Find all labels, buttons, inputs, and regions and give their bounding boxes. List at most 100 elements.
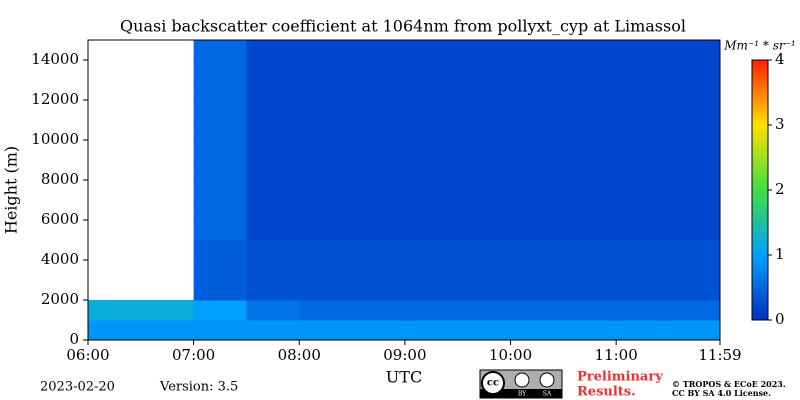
heatmap-cell xyxy=(668,100,720,121)
heatmap-cell xyxy=(563,100,617,121)
plot-frame xyxy=(87,39,721,341)
heatmap-cell xyxy=(352,140,406,161)
heatmap-cell xyxy=(616,80,670,101)
heatmap-cell xyxy=(616,200,670,221)
heatmap-cell xyxy=(616,180,670,201)
heatmap-cell xyxy=(246,160,300,181)
colorbar-tick-label: 3 xyxy=(775,115,785,133)
heatmap-cell xyxy=(299,180,353,201)
heatmap-cell xyxy=(616,60,670,81)
heatmap-cell xyxy=(193,160,247,181)
heatmap-cell xyxy=(404,300,459,321)
heatmap-cell xyxy=(616,280,670,301)
heatmap-cell xyxy=(668,240,720,261)
heatmap-cell xyxy=(457,200,512,221)
badge-by: BY xyxy=(518,391,527,398)
heatmap-cell xyxy=(193,120,247,141)
heatmap-cell xyxy=(668,320,720,340)
heatmap-cell xyxy=(246,260,300,281)
heatmap-cell xyxy=(246,180,300,201)
heatmap-cell xyxy=(404,40,459,61)
y-tick-label: 0 xyxy=(69,330,79,348)
heatmap-cell xyxy=(140,320,195,340)
heatmap-cell xyxy=(668,220,720,241)
colorbar-tick-label: 4 xyxy=(775,50,785,68)
heatmap-cell xyxy=(246,280,300,301)
heatmap-cell xyxy=(352,180,406,201)
heatmap-cell xyxy=(404,200,459,221)
heatmap-cell xyxy=(246,200,300,221)
heatmap-cell xyxy=(510,300,564,321)
heatmap-cell xyxy=(668,80,720,101)
y-tick-label: 8000 xyxy=(41,170,79,188)
heatmap-cell xyxy=(510,260,564,281)
heatmap-cell xyxy=(616,300,670,321)
heatmap-cell xyxy=(299,200,353,221)
heatmap-cell xyxy=(299,40,353,61)
heatmap-cell xyxy=(404,140,459,161)
heatmap-cell xyxy=(668,300,720,321)
heatmap-cell xyxy=(246,100,300,121)
heatmap-cell xyxy=(563,160,617,181)
heatmap-cell xyxy=(616,120,670,141)
heatmap-cell xyxy=(616,160,670,181)
y-tick-label: 10000 xyxy=(31,130,79,148)
heatmap-cell xyxy=(404,240,459,261)
heatmap-cell xyxy=(510,280,564,301)
x-tick-label: 11:59 xyxy=(698,346,741,364)
heatmap-cell xyxy=(352,300,406,321)
heatmap-cell xyxy=(352,220,406,241)
x-tick-label: 09:00 xyxy=(383,346,426,364)
heatmap-cell xyxy=(563,260,617,281)
heatmap-cell xyxy=(563,60,617,81)
colorbar-tick-label: 2 xyxy=(775,180,785,198)
heatmap-cell xyxy=(299,160,353,181)
heatmap-cell xyxy=(668,140,720,161)
heatmap-cell xyxy=(88,320,142,340)
heatmap-cell xyxy=(88,300,142,321)
date: 2023-02-20 xyxy=(40,380,115,395)
heatmap-cell xyxy=(563,40,617,61)
heatmap-cell xyxy=(563,280,617,301)
preliminary: Preliminary xyxy=(577,370,663,385)
heatmap-cell xyxy=(352,260,406,281)
heatmap-cell xyxy=(299,120,353,141)
heatmap-cell xyxy=(457,40,512,61)
heatmap-cell xyxy=(193,140,247,161)
heatmap-cell xyxy=(193,100,247,121)
heatmap-cell xyxy=(563,80,617,101)
heatmap-cell xyxy=(193,280,247,301)
heatmap-cell xyxy=(246,320,300,340)
heatmap-cell xyxy=(299,140,353,161)
heatmap-cell xyxy=(510,120,564,141)
heatmap-cell xyxy=(668,280,720,301)
heatmap-cell xyxy=(299,280,353,301)
copyright: © TROPOS & ECoE 2023. xyxy=(672,379,786,389)
heatmap-cell xyxy=(404,120,459,141)
y-axis-label: Height (m) xyxy=(2,146,21,234)
x-axis-label: UTC xyxy=(386,368,422,387)
heatmap-cell xyxy=(510,40,564,61)
heatmap-cell xyxy=(510,240,564,261)
copyright: CC BY SA 4.0 License. xyxy=(672,388,771,398)
heatmap-cell xyxy=(352,160,406,181)
heatmap-cell xyxy=(457,240,512,261)
heatmap-cell xyxy=(352,320,406,340)
heatmap-cell xyxy=(246,80,300,101)
heatmap-cell xyxy=(299,260,353,281)
heatmap-cell xyxy=(457,320,512,340)
heatmap-cell xyxy=(563,120,617,141)
heatmap-cell xyxy=(510,80,564,101)
heatmap-cell xyxy=(352,280,406,301)
y-tick-label: 12000 xyxy=(31,90,79,108)
version: Version: 3.5 xyxy=(159,380,238,395)
heatmap-cell xyxy=(510,320,564,340)
chart-title: Quasi backscatter coefficient at 1064nm … xyxy=(120,17,686,36)
colorbar-tick-label: 0 xyxy=(775,310,785,328)
heatmap-cell xyxy=(457,80,512,101)
heatmap-cell xyxy=(352,80,406,101)
heatmap-cell xyxy=(404,60,459,81)
heatmap-cell xyxy=(299,320,353,340)
heatmap-cell xyxy=(563,300,617,321)
heatmap-cell xyxy=(299,100,353,121)
